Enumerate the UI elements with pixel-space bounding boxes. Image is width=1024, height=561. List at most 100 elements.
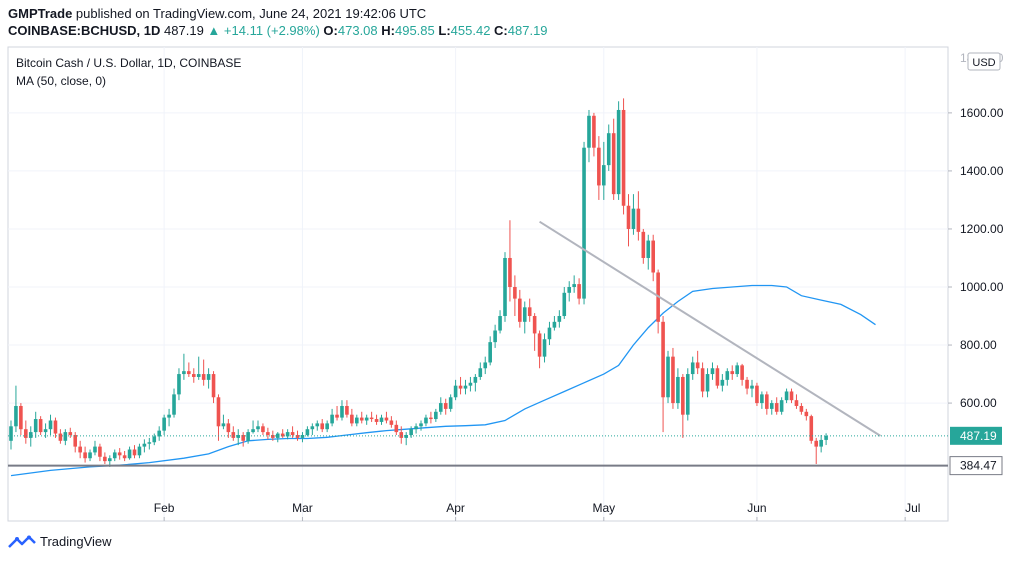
candle[interactable] xyxy=(448,394,453,412)
candle[interactable] xyxy=(33,411,38,438)
tradingview-footer[interactable]: TradingView xyxy=(8,534,112,549)
candle[interactable] xyxy=(765,391,769,415)
candle[interactable] xyxy=(305,426,310,437)
candle[interactable] xyxy=(384,411,389,424)
candle[interactable] xyxy=(824,433,828,446)
candle[interactable] xyxy=(651,234,655,282)
candle[interactable] xyxy=(819,435,823,453)
candle[interactable] xyxy=(399,426,404,444)
candle[interactable] xyxy=(794,394,799,409)
candle[interactable] xyxy=(547,321,552,346)
candle[interactable] xyxy=(774,397,779,415)
candle[interactable] xyxy=(290,426,295,438)
candle[interactable] xyxy=(700,362,705,398)
candle[interactable] xyxy=(750,379,754,398)
candle[interactable] xyxy=(690,356,695,380)
candle[interactable] xyxy=(582,141,586,305)
candle[interactable] xyxy=(394,420,399,436)
candle[interactable] xyxy=(330,408,334,427)
candle[interactable] xyxy=(577,278,581,305)
candle[interactable] xyxy=(246,429,250,444)
candle[interactable] xyxy=(676,368,680,409)
candle[interactable] xyxy=(127,446,132,460)
candle[interactable] xyxy=(740,363,744,386)
candle[interactable] xyxy=(9,420,13,450)
candle[interactable] xyxy=(661,316,665,433)
candle[interactable] xyxy=(285,429,290,440)
candle[interactable] xyxy=(552,316,557,331)
candle[interactable] xyxy=(656,269,660,334)
candle[interactable] xyxy=(592,112,596,157)
candle[interactable] xyxy=(414,423,418,434)
currency-badge-box[interactable] xyxy=(967,52,1001,71)
candle[interactable] xyxy=(137,443,142,459)
candle[interactable] xyxy=(157,426,161,441)
candle[interactable] xyxy=(369,411,374,422)
candle[interactable] xyxy=(58,429,63,444)
candle[interactable] xyxy=(167,408,171,427)
candle[interactable] xyxy=(221,414,226,430)
candle[interactable] xyxy=(147,437,152,450)
candle[interactable] xyxy=(320,419,325,433)
candle[interactable] xyxy=(725,368,730,386)
candle[interactable] xyxy=(522,301,527,334)
candle[interactable] xyxy=(695,350,700,375)
candle[interactable] xyxy=(364,414,369,425)
candle[interactable] xyxy=(236,429,241,446)
candle[interactable] xyxy=(685,368,690,421)
candle[interactable] xyxy=(498,310,502,334)
candle[interactable] xyxy=(419,420,423,431)
candle[interactable] xyxy=(231,426,236,441)
candle[interactable] xyxy=(191,368,196,383)
candle[interactable] xyxy=(567,281,572,302)
candle[interactable] xyxy=(266,427,270,440)
candle[interactable] xyxy=(355,414,359,427)
candle[interactable] xyxy=(280,429,285,438)
candle[interactable] xyxy=(345,400,349,418)
candle[interactable] xyxy=(340,400,344,421)
candle[interactable] xyxy=(730,365,735,380)
candle[interactable] xyxy=(715,365,720,389)
candle[interactable] xyxy=(666,350,670,404)
candle[interactable] xyxy=(98,443,102,462)
candle[interactable] xyxy=(503,252,507,322)
candle[interactable] xyxy=(275,432,280,443)
candle[interactable] xyxy=(182,353,186,380)
currency-badge[interactable]: USD xyxy=(972,57,995,69)
candle[interactable] xyxy=(789,388,794,404)
candle[interactable] xyxy=(616,101,621,200)
candle[interactable] xyxy=(799,403,804,415)
candle[interactable] xyxy=(152,433,157,446)
candle[interactable] xyxy=(63,429,68,446)
candle[interactable] xyxy=(48,414,53,436)
candle[interactable] xyxy=(350,408,354,427)
candle[interactable] xyxy=(705,368,710,398)
candle[interactable] xyxy=(73,432,78,453)
candle[interactable] xyxy=(295,430,300,441)
candle[interactable] xyxy=(636,191,641,241)
candle[interactable] xyxy=(597,136,601,200)
candle[interactable] xyxy=(735,362,739,377)
candle[interactable] xyxy=(488,336,492,366)
candle[interactable] xyxy=(88,449,92,462)
candle[interactable] xyxy=(804,408,809,421)
candle[interactable] xyxy=(513,275,517,317)
candle[interactable] xyxy=(374,414,379,425)
candle[interactable] xyxy=(211,371,216,404)
candle[interactable] xyxy=(162,414,166,436)
candle[interactable] xyxy=(28,426,33,447)
candle[interactable] xyxy=(132,445,137,459)
candle[interactable] xyxy=(201,359,206,386)
candle[interactable] xyxy=(532,313,537,351)
candle[interactable] xyxy=(226,419,231,438)
candle[interactable] xyxy=(587,109,591,163)
candle[interactable] xyxy=(389,416,394,428)
candle[interactable] xyxy=(315,420,320,431)
candle[interactable] xyxy=(493,324,497,348)
candle[interactable] xyxy=(256,420,260,433)
candle[interactable] xyxy=(429,411,433,424)
candle[interactable] xyxy=(542,333,547,363)
candle[interactable] xyxy=(621,98,626,215)
candle[interactable] xyxy=(671,347,675,409)
candle[interactable] xyxy=(379,414,384,425)
